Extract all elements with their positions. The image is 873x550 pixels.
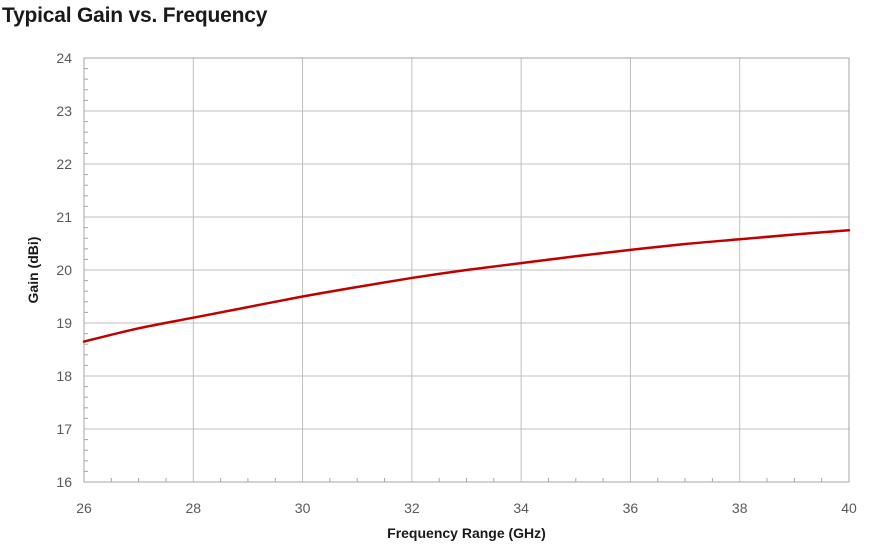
x-tick-label: 30 (295, 500, 311, 516)
x-axis-title: Frequency Range (GHz) (387, 525, 546, 541)
y-tick-label: 16 (56, 474, 72, 490)
x-tick-label: 26 (76, 500, 92, 516)
y-tick-label: 20 (56, 262, 72, 278)
y-axis-title: Gain (dBi) (25, 237, 41, 304)
series-layer (82, 229, 851, 343)
y-tick-label: 21 (56, 209, 72, 225)
x-tick-labels: 26 28 30 32 34 36 38 40 (76, 500, 857, 516)
x-tick-label: 28 (185, 500, 201, 516)
y-tick-label: 19 (56, 315, 72, 331)
y-tick-label: 24 (56, 50, 72, 66)
plot-border (83, 57, 850, 483)
chart-title: Typical Gain vs. Frequency (2, 4, 268, 27)
minor-ticks (84, 68, 823, 482)
y-tick-labels: 16 17 18 19 20 21 22 23 24 (56, 50, 72, 490)
y-tick-label: 18 (56, 368, 72, 384)
x-tick-label: 38 (732, 500, 748, 516)
y-tick-label: 22 (56, 156, 72, 172)
y-tick-label: 23 (56, 103, 72, 119)
x-tick-label: 36 (623, 500, 639, 516)
x-tick-label: 40 (841, 500, 857, 516)
y-tick-label: 17 (56, 421, 72, 437)
x-tick-label: 32 (404, 500, 420, 516)
x-tick-label: 34 (513, 500, 529, 516)
gain-series-line (82, 229, 851, 343)
